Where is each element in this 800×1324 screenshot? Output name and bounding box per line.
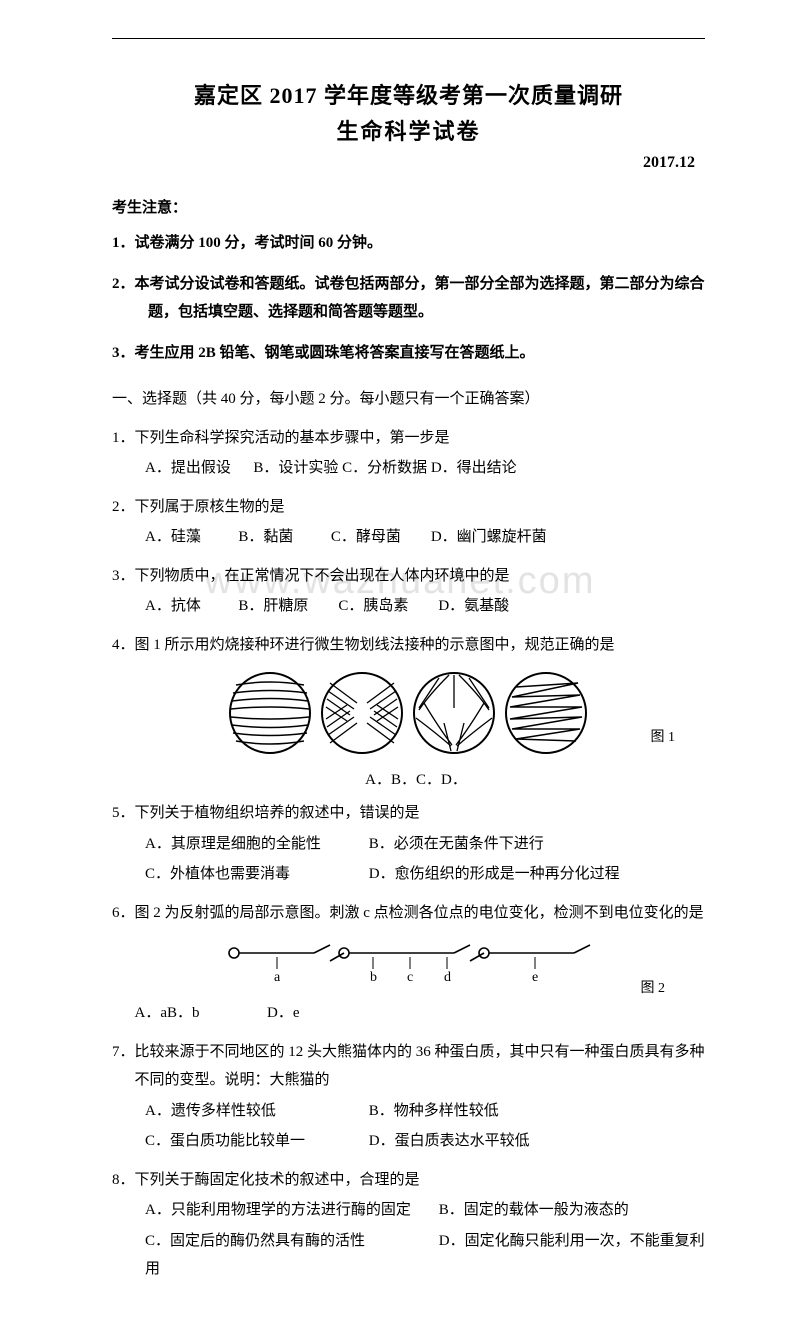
- q7-optD: D．蛋白质表达水平较低: [369, 1133, 530, 1149]
- q7-opts-row2: C．蛋白质功能比较单一 D．蛋白质表达水平较低: [112, 1127, 705, 1156]
- top-rule: [112, 38, 705, 39]
- q7-stem-1: 7．比较来源于不同地区的 12 头大熊猫体内的 36 种蛋白质，其中只有一种蛋白…: [112, 1038, 705, 1067]
- q1-opts: A．提出假设 B．设计实验 C．分析数据 D．得出结论: [112, 454, 705, 483]
- figure-2: a b c d e 图 2: [112, 937, 705, 997]
- q4-stem: 4．图 1 所示用灼烧接种环进行微生物划线法接种的示意图中，规范正确的是: [112, 631, 705, 660]
- q7-optA: A．遗传多样性较低: [145, 1097, 365, 1126]
- figure-1-caption: A．B．C．D．: [112, 768, 705, 789]
- figure-2-label: 图 2: [641, 977, 666, 997]
- q3-opts: A．抗体 B．肝糖原 C．胰岛素 D．氨基酸: [112, 592, 705, 621]
- q5-opts-row2: C．外植体也需要消毒 D．愈伤组织的形成是一种再分化过程: [112, 860, 705, 889]
- q8-opts-row2: C．固定后的酶仍然具有酶的活性 D．固定化酶只能利用一次，不能重复利用: [112, 1227, 705, 1284]
- title-sub: 生命科学试卷: [112, 114, 705, 146]
- notice-item-2: 2．本考试分设试卷和答题纸。试卷包括两部分，第一部分全部为选择题，第二部分为综合…: [112, 270, 705, 327]
- q7-optB: B．物种多样性较低: [369, 1103, 499, 1119]
- q6-stem: 6．图 2 为反射弧的局部示意图。刺激 c 点检测各位点的电位变化，检测不到电位…: [112, 899, 705, 928]
- figure-1: 图 1: [112, 669, 705, 764]
- fig2-label-a: a: [274, 970, 281, 985]
- q6-opts: A．aB．b D．e: [112, 999, 705, 1028]
- notice-item-1: 1．试卷满分 100 分，考试时间 60 分钟。: [112, 229, 705, 258]
- q3-stem: 3．下列物质中，在正常情况下不会出现在人体内环境中的是: [112, 562, 705, 591]
- q1-stem: 1．下列生命科学探究活动的基本步骤中，第一步是: [112, 424, 705, 453]
- q8-stem: 8．下列关于酶固定化技术的叙述中，合理的是: [112, 1166, 705, 1195]
- q5-optC: C．外植体也需要消毒: [145, 860, 365, 889]
- figure-2-svg: a b c d e: [222, 937, 602, 995]
- q7-optC: C．蛋白质功能比较单一: [145, 1127, 365, 1156]
- notice-item-2a: 2．本考试分设试卷和答题纸。试卷包括两部分，第一部分全部为选择题，第二部分为综合: [112, 276, 705, 292]
- q5-stem: 5．下列关于植物组织培养的叙述中，错误的是: [112, 799, 705, 828]
- q5-optD: D．愈伤组织的形成是一种再分化过程: [369, 866, 620, 882]
- notice-item-3: 3．考生应用 2B 铅笔、钢笔或圆珠笔将答案直接写在答题纸上。: [112, 339, 705, 368]
- fig2-label-e: e: [532, 970, 538, 985]
- q7-opts-row1: A．遗传多样性较低 B．物种多样性较低: [112, 1097, 705, 1126]
- figure-1-label: 图 1: [651, 726, 676, 746]
- notice-head: 考生注意：: [112, 196, 705, 217]
- fig2-label-d: d: [444, 970, 451, 985]
- q5-optB: B．必须在无菌条件下进行: [369, 836, 544, 852]
- fig2-label-b: b: [370, 970, 377, 985]
- figure-1-svg: [224, 669, 594, 764]
- q8-optC: C．固定后的酶仍然具有酶的活性: [145, 1227, 435, 1256]
- q8-optB: B．固定的载体一般为液态的: [439, 1202, 629, 1218]
- title-main: 嘉定区 2017 学年度等级考第一次质量调研: [112, 78, 705, 110]
- date-line: 2017.12: [112, 154, 705, 172]
- q7-stem-2: 不同的变型。说明：大熊猫的: [112, 1066, 705, 1095]
- notice-item-2b: 题，包括填空题、选择题和简答题等题型。: [112, 298, 705, 327]
- q8-optA: A．只能利用物理学的方法进行酶的固定: [145, 1196, 435, 1225]
- q5-optA: A．其原理是细胞的全能性: [145, 830, 365, 859]
- fig2-label-c: c: [407, 970, 413, 985]
- q2-stem: 2．下列属于原核生物的是: [112, 493, 705, 522]
- q8-opts-row1: A．只能利用物理学的方法进行酶的固定 B．固定的载体一般为液态的: [112, 1196, 705, 1225]
- section-head: 一、选择题（共 40 分，每小题 2 分。每小题只有一个正确答案）: [112, 385, 705, 414]
- q2-opts: A．硅藻 B．黏菌 C．酵母菌 D．幽门螺旋杆菌: [112, 523, 705, 552]
- q5-opts-row1: A．其原理是细胞的全能性 B．必须在无菌条件下进行: [112, 830, 705, 859]
